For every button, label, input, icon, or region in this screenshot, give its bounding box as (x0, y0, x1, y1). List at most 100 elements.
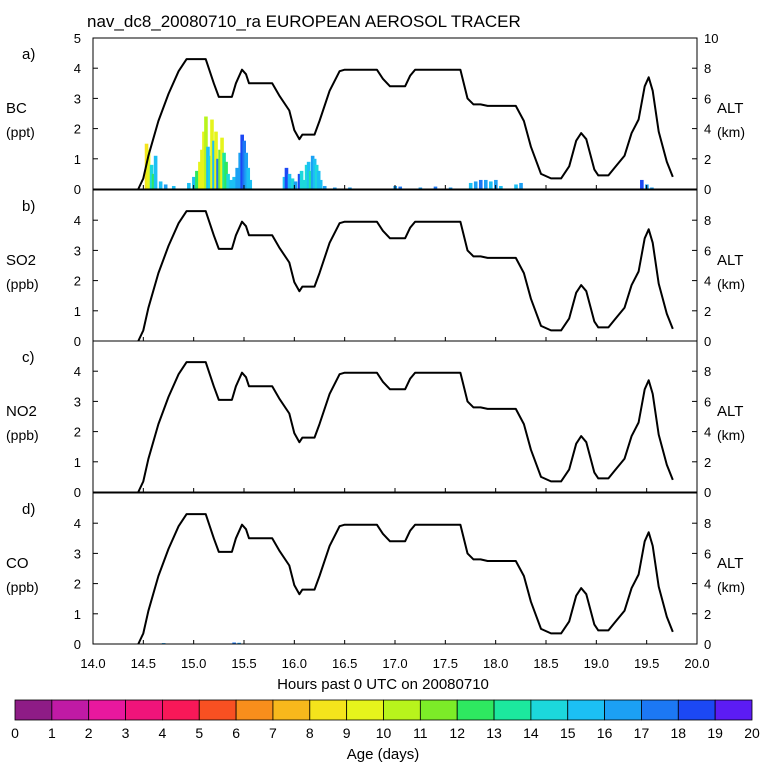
concentration-bar (153, 155, 158, 189)
x-axis: 14.0 14.5 15.0 15.5 16.0 16.5 17.0 17.5 18.0 18.5… (80, 656, 709, 671)
x-tick-label: 15.5 (231, 656, 256, 671)
altitude-line (137, 210, 674, 342)
alt-tick-label: 0 (704, 182, 711, 197)
colorbar-swatch (641, 699, 679, 721)
colorbar-swatch (677, 699, 716, 721)
alt-tick-label: 4 (704, 122, 711, 137)
concentration-bar (195, 170, 199, 189)
alt-tick-label: 2 (704, 152, 711, 167)
concentration-bar (282, 176, 287, 189)
concentration-bar (314, 164, 319, 189)
colorbar-tick-label: 5 (195, 725, 203, 741)
alt-tick-label: 10 (704, 31, 718, 46)
concentration-bar (287, 173, 292, 189)
concentration-bar (499, 185, 503, 189)
concentration-bar (232, 642, 236, 644)
concentration-bar (650, 187, 654, 189)
alt-tick-label: 8 (704, 213, 711, 228)
panel-frame (92, 340, 698, 493)
concentration-bar (218, 149, 222, 189)
alt-tick-label: 8 (704, 516, 711, 531)
colorbar-swatch (456, 699, 495, 721)
panel-so2: 0 1 2 3 4 0 2 4 6 8 b) SO2 (ppb) ALT (km) (6, 189, 745, 349)
x-tick-label: 16.5 (332, 656, 357, 671)
y-tick-label: 0 (74, 485, 81, 500)
concentration-bar (206, 146, 210, 189)
colorbar-tick-label: 4 (159, 725, 167, 741)
x-tick-label: 15.0 (181, 656, 206, 671)
colorbar-tick-label: 7 (269, 725, 277, 741)
y-tick-label: 0 (74, 637, 81, 652)
concentration-bar (308, 170, 313, 189)
alt-tick-label: 2 (704, 455, 711, 470)
units-label: (ppb) (6, 579, 39, 595)
concentration-bar (448, 187, 453, 189)
concentration-bar (210, 119, 214, 189)
y-tick-label: 2 (74, 274, 81, 289)
concentration-bar (208, 155, 212, 189)
concentration-bar (246, 167, 251, 189)
concentration-bar (322, 185, 327, 189)
colorbar-swatch (346, 699, 384, 721)
units-label: (ppb) (6, 427, 39, 443)
colorbar-tick-label: 12 (449, 725, 465, 741)
panel-letter: b) (22, 198, 35, 215)
y-tick-label: 3 (74, 394, 81, 409)
concentration-bar (640, 179, 644, 189)
colorbar-tick-label: 6 (232, 725, 240, 741)
concentration-bar (348, 187, 352, 189)
concentration-bar (244, 152, 249, 189)
y-tick-label: 0 (74, 182, 81, 197)
concentration-bar (187, 182, 191, 189)
species-label: CO (6, 555, 29, 572)
concentration-bar (484, 179, 488, 189)
colorbar-tick-label: 15 (560, 725, 576, 741)
colorbar-tick-label: 19 (707, 725, 723, 741)
y-tick-label: 1 (74, 304, 81, 319)
concentration-bar (293, 181, 298, 189)
alt-units-label: (km) (717, 427, 745, 443)
colorbar-tick-label: 16 (597, 725, 613, 741)
colorbar-tick-label: 17 (634, 725, 650, 741)
x-tick-label: 16.0 (282, 656, 307, 671)
colorbar-tick-label: 11 (413, 725, 428, 741)
y-tick-label: 2 (74, 122, 81, 137)
concentration-bar (222, 152, 226, 189)
concentration-bar (146, 149, 151, 189)
panel-no2: 0 1 2 3 4 0 2 4 6 8 c) NO2 (ppb) ALT (km) (6, 340, 745, 500)
alt-tick-label: 0 (704, 334, 711, 349)
concentration-bar (489, 181, 493, 189)
y-tick-label: 3 (74, 91, 81, 106)
colorbar-swatch (383, 699, 421, 721)
y-tick-label: 1 (74, 455, 81, 470)
concentration-bar (297, 173, 302, 189)
concentration-bar (192, 176, 196, 189)
concentration-bar (433, 186, 438, 189)
colorbar-swatch (309, 699, 348, 721)
y-tick-label: 3 (74, 243, 81, 258)
alt-tick-label: 2 (704, 607, 711, 622)
concentration-bar (284, 167, 289, 189)
concentration-bar (519, 182, 523, 189)
y-tick-label: 4 (74, 364, 81, 379)
panel-frame (92, 189, 698, 342)
alt-tick-label: 8 (704, 61, 711, 76)
alt-tick-label: 4 (704, 577, 711, 592)
alt-units-label: (km) (717, 276, 745, 292)
concentration-bar (200, 149, 204, 189)
colorbar-swatch (161, 699, 200, 721)
colorbar-swatch (235, 699, 274, 721)
concentration-bar (229, 179, 233, 189)
alt-tick-label: 6 (704, 243, 711, 258)
panel-letter: a) (22, 46, 35, 63)
altitude-line (137, 361, 674, 493)
units-label: (ppt) (6, 124, 35, 140)
alt-tick-label: 0 (704, 485, 711, 500)
concentration-bar (163, 184, 168, 189)
species-label: NO2 (6, 403, 37, 420)
concentration-bar (149, 164, 154, 189)
colorbar-tick-label: 14 (523, 725, 539, 741)
concentration-bar (248, 179, 253, 189)
y-tick-label: 2 (74, 577, 81, 592)
